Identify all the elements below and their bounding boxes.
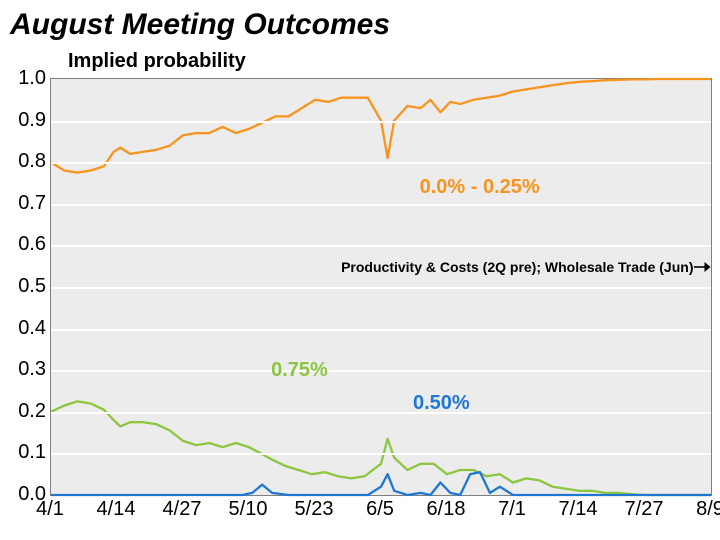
x-tick-label: 7/27: [625, 498, 664, 521]
y-tick-label: 0.5: [6, 275, 46, 298]
y-tick-label: 0.8: [6, 150, 46, 173]
x-tick-label: 8/9: [696, 498, 720, 521]
y-axis-label: Implied probability: [68, 50, 246, 73]
y-tick-label: 0.9: [6, 109, 46, 132]
series-label-rate_0_75: 0.75%: [271, 359, 328, 382]
series-rate_0_75: [51, 401, 711, 495]
gridline: [51, 162, 711, 164]
x-tick-label: 4/1: [36, 498, 64, 521]
series-rate_0_25: [51, 79, 711, 173]
y-tick-label: 0.4: [6, 317, 46, 340]
gridline: [51, 412, 711, 414]
x-tick-label: 5/10: [229, 498, 268, 521]
annotation-text: Productivity & Costs (2Q pre); Wholesale…: [341, 259, 693, 275]
series-rate_0_50: [51, 472, 711, 495]
y-tick-label: 0.3: [6, 358, 46, 381]
y-tick-label: 0.2: [6, 400, 46, 423]
gridline: [51, 370, 711, 372]
x-tick-label: 4/27: [163, 498, 202, 521]
x-tick-label: 4/14: [97, 498, 136, 521]
x-tick-label: 6/18: [427, 498, 466, 521]
y-tick-label: 0.7: [6, 192, 46, 215]
series-label-rate_0_50: 0.50%: [413, 392, 470, 415]
x-tick-label: 6/5: [366, 498, 394, 521]
chart-page: August Meeting Outcomes Implied probabil…: [0, 0, 720, 540]
gridline: [51, 287, 711, 289]
x-tick-label: 5/23: [295, 498, 334, 521]
gridline: [51, 204, 711, 206]
x-tick-label: 7/14: [559, 498, 598, 521]
x-tick-label: 7/1: [498, 498, 526, 521]
gridline: [51, 329, 711, 331]
series-label-rate_0_25: 0.0% - 0.25%: [420, 176, 540, 199]
plot-area: [50, 78, 712, 496]
gridline: [51, 245, 711, 247]
gridline: [51, 121, 711, 123]
y-tick-label: 1.0: [6, 67, 46, 90]
chart-title: August Meeting Outcomes: [10, 8, 390, 42]
gridline: [51, 453, 711, 455]
y-tick-label: 0.1: [6, 441, 46, 464]
annotation-arrow-icon: [694, 260, 711, 274]
y-tick-label: 0.6: [6, 233, 46, 256]
